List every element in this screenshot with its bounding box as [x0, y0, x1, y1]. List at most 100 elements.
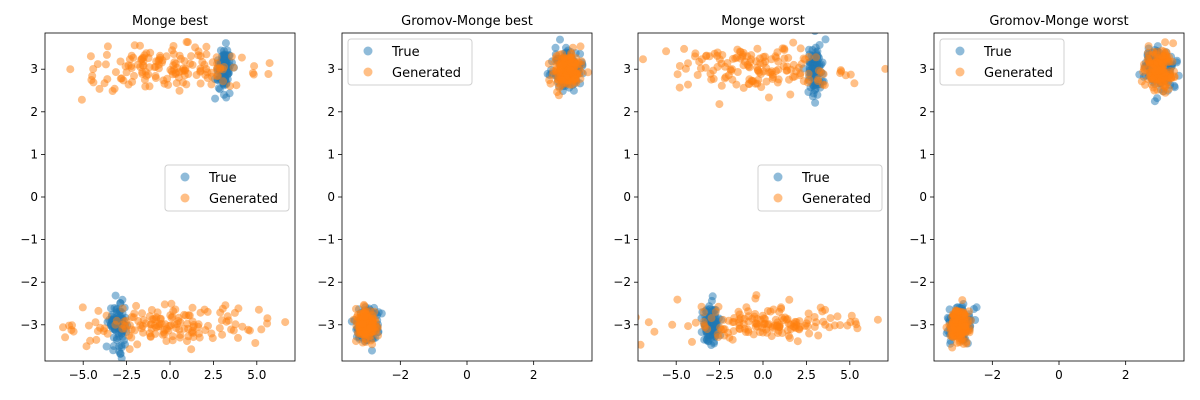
x-tick-label: 2.5	[204, 368, 223, 382]
data-point-generated	[265, 59, 274, 68]
data-point-generated	[250, 62, 259, 71]
data-point-generated	[146, 332, 155, 341]
data-point-generated	[1137, 77, 1146, 86]
data-point-generated	[59, 323, 67, 332]
y-tick-label: 0	[919, 190, 927, 204]
data-point-true	[113, 334, 121, 343]
data-point-generated	[554, 91, 563, 100]
data-point-generated	[1160, 82, 1169, 91]
data-point-generated	[194, 320, 203, 329]
data-point-generated	[136, 41, 144, 50]
data-point-true	[220, 90, 228, 99]
data-point-generated	[739, 61, 748, 70]
data-point-generated	[234, 333, 242, 342]
data-point-generated	[349, 315, 358, 324]
data-point-generated	[638, 313, 640, 321]
data-point-generated	[762, 77, 771, 86]
data-point-generated	[133, 60, 142, 69]
data-point-generated	[207, 329, 216, 338]
data-point-true	[112, 304, 121, 313]
y-tick-label: −3	[317, 318, 335, 332]
data-point-generated	[733, 45, 742, 54]
data-point-generated	[360, 302, 369, 310]
data-point-generated	[724, 328, 732, 337]
y-tick-label: −3	[909, 318, 927, 332]
data-point-generated	[680, 44, 689, 53]
data-point-generated	[160, 300, 169, 309]
data-point-generated	[86, 52, 95, 61]
data-point-generated	[202, 42, 211, 51]
data-point-generated	[779, 62, 788, 71]
x-tick-label: 0	[1055, 368, 1063, 382]
data-point-true	[221, 39, 230, 48]
data-point-generated	[196, 64, 205, 73]
data-point-generated	[125, 331, 133, 340]
data-point-generated	[103, 329, 112, 338]
data-point-generated	[558, 60, 567, 69]
data-point-generated	[546, 79, 555, 88]
data-point-generated	[78, 303, 87, 312]
data-point-generated	[118, 304, 127, 313]
data-point-generated	[122, 317, 131, 325]
data-point-generated	[238, 322, 247, 331]
data-point-generated	[202, 50, 211, 59]
data-point-generated	[719, 315, 728, 324]
data-point-generated	[796, 44, 805, 53]
y-tick-label: −1	[317, 233, 335, 247]
data-point-generated	[684, 80, 692, 89]
data-point-true	[556, 35, 564, 44]
chart-title: Gromov-Monge best	[401, 14, 533, 29]
y-tick-label: 2	[327, 105, 335, 119]
data-point-generated	[702, 51, 711, 60]
data-point-generated	[736, 314, 745, 323]
x-tick-label: −2.5	[112, 368, 141, 382]
data-point-generated	[785, 295, 794, 304]
data-point-generated	[710, 49, 719, 58]
data-point-generated	[194, 47, 203, 56]
data-point-generated	[721, 73, 730, 81]
data-point-generated	[814, 331, 823, 340]
y-tick-label: 2	[30, 105, 38, 119]
data-point-generated	[230, 308, 239, 317]
data-point-generated	[833, 312, 842, 321]
y-tick-label: 3	[327, 62, 335, 76]
data-point-generated	[175, 86, 184, 95]
data-point-generated	[786, 90, 795, 99]
data-points	[59, 38, 290, 361]
data-point-generated	[153, 308, 162, 317]
data-point-true	[215, 85, 224, 94]
data-point-generated	[101, 60, 110, 69]
data-point-generated	[673, 70, 682, 79]
y-tick-label: −2	[20, 275, 38, 289]
data-point-generated	[130, 326, 139, 335]
legend-marker-generated	[180, 193, 190, 203]
data-point-generated	[826, 314, 835, 323]
data-point-true	[708, 292, 717, 301]
data-point-generated	[766, 68, 775, 77]
x-tick-label: 0	[463, 368, 471, 382]
data-point-generated	[173, 63, 182, 72]
data-point-true	[368, 346, 376, 355]
data-point-generated	[187, 345, 196, 354]
data-point-generated	[182, 80, 191, 89]
data-point-generated	[715, 100, 724, 109]
data-point-true	[102, 342, 111, 351]
data-point-generated	[955, 338, 964, 347]
data-point-generated	[644, 318, 653, 327]
data-point-generated	[94, 306, 103, 315]
legend-label-generated: Generated	[984, 66, 1053, 81]
data-point-true	[1150, 97, 1159, 106]
data-point-generated	[673, 295, 682, 304]
y-tick-label: 1	[623, 147, 631, 161]
data-point-generated	[229, 63, 238, 72]
data-point-generated	[222, 317, 231, 326]
data-point-generated	[847, 311, 856, 320]
data-point-true	[821, 35, 830, 44]
data-point-generated	[158, 58, 166, 67]
x-tick-label: 2	[530, 368, 538, 382]
data-point-generated	[119, 76, 128, 85]
data-point-generated	[1153, 79, 1162, 88]
data-point-true	[118, 295, 127, 304]
x-tick-label: −5.0	[69, 368, 98, 382]
legend-box	[939, 38, 1065, 86]
